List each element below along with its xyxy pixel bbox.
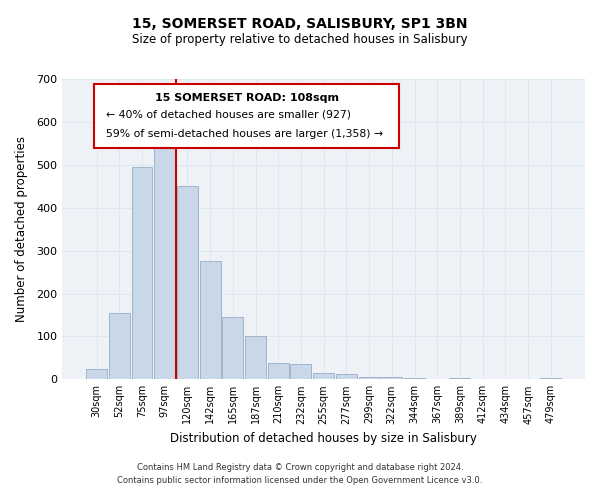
Text: 59% of semi-detached houses are larger (1,358) →: 59% of semi-detached houses are larger (…: [106, 128, 383, 138]
Text: Contains public sector information licensed under the Open Government Licence v3: Contains public sector information licen…: [118, 476, 482, 485]
FancyBboxPatch shape: [94, 84, 400, 148]
Bar: [200, 262, 221, 380]
Bar: [109, 313, 130, 380]
Text: Size of property relative to detached houses in Salisbury: Size of property relative to detached ho…: [132, 32, 468, 46]
Y-axis label: Number of detached properties: Number of detached properties: [15, 136, 28, 322]
Bar: [359, 377, 380, 380]
Bar: [154, 135, 175, 380]
Bar: [223, 317, 243, 380]
Text: 15 SOMERSET ROAD: 108sqm: 15 SOMERSET ROAD: 108sqm: [155, 92, 338, 102]
Bar: [290, 364, 311, 380]
Bar: [268, 364, 289, 380]
Bar: [313, 374, 334, 380]
X-axis label: Distribution of detached houses by size in Salisbury: Distribution of detached houses by size …: [170, 432, 477, 445]
Bar: [382, 377, 402, 380]
Bar: [336, 374, 357, 380]
Text: ← 40% of detached houses are smaller (927): ← 40% of detached houses are smaller (92…: [106, 110, 351, 120]
Bar: [86, 368, 107, 380]
Bar: [131, 167, 152, 380]
Text: 15, SOMERSET ROAD, SALISBURY, SP1 3BN: 15, SOMERSET ROAD, SALISBURY, SP1 3BN: [132, 18, 468, 32]
Text: Contains HM Land Registry data © Crown copyright and database right 2024.: Contains HM Land Registry data © Crown c…: [137, 464, 463, 472]
Bar: [541, 378, 561, 380]
Bar: [177, 186, 198, 380]
Bar: [245, 336, 266, 380]
Bar: [449, 378, 470, 380]
Bar: [404, 378, 425, 380]
